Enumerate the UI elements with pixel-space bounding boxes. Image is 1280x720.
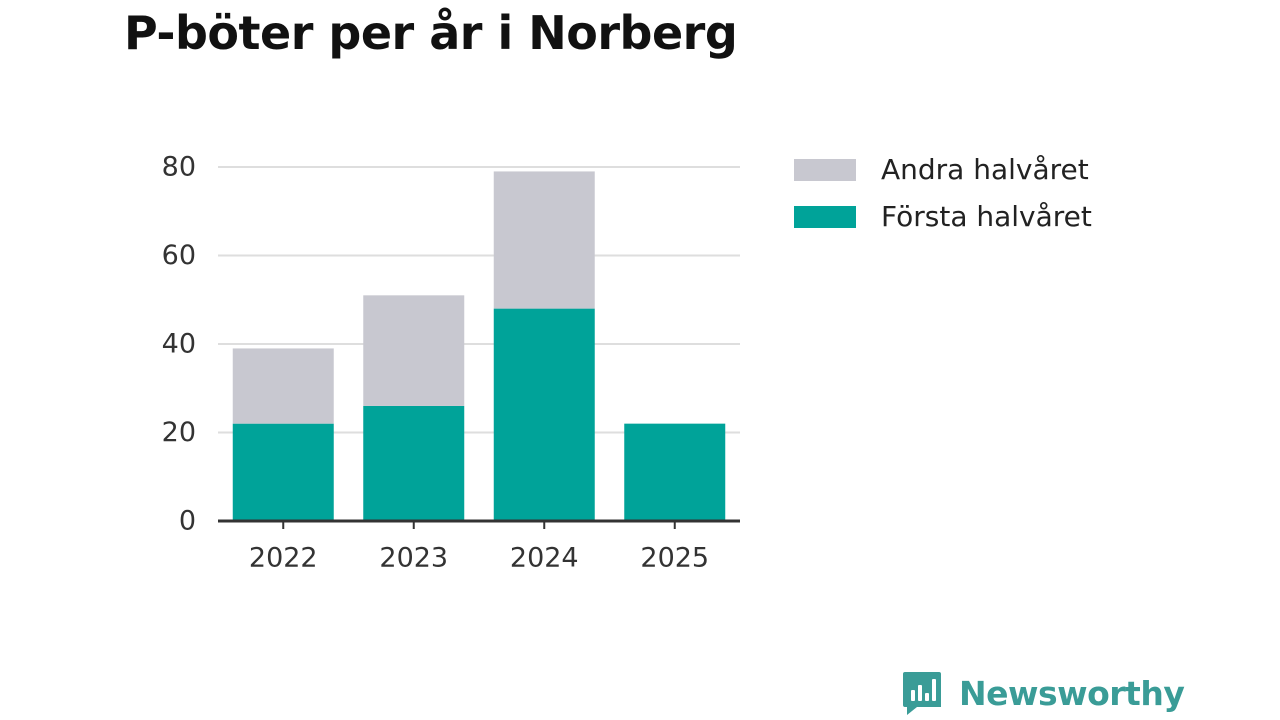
bar-2022-forsta [232, 423, 334, 521]
y-tick-label-80: 80 [162, 152, 196, 183]
brand-logo: Newsworthy [902, 670, 1185, 716]
y-tick-label-0: 0 [179, 506, 196, 537]
bar-2024-andra [493, 171, 595, 309]
legend-label-forsta: Första halvåret [881, 200, 1092, 233]
brand-name: Newsworthy [959, 673, 1185, 713]
legend-item-andra: Andra halvåret [794, 146, 1092, 193]
chart-title: P-böter per år i Norberg [124, 6, 738, 60]
legend-swatch-forsta [794, 205, 856, 228]
bar-2024-forsta [493, 308, 595, 521]
chart-bubble-icon [903, 672, 941, 715]
legend-item-forsta: Första halvåret [794, 193, 1092, 240]
bar-2022-andra [232, 348, 334, 424]
legend-label-andra: Andra halvåret [881, 153, 1089, 186]
y-tick-label-20: 20 [162, 417, 196, 448]
x-tick-label-2022: 2022 [249, 543, 318, 574]
bar-2025-forsta [624, 423, 726, 521]
bar-2023-forsta [363, 405, 465, 521]
x-tick-label-2024: 2024 [510, 543, 579, 574]
legend-swatch-andra [794, 158, 856, 181]
x-tick-label-2025: 2025 [640, 543, 709, 574]
y-tick-label-60: 60 [162, 240, 196, 271]
bar-2023-andra [363, 295, 465, 406]
y-tick-label-40: 40 [162, 329, 196, 360]
x-tick-label-2023: 2023 [379, 543, 448, 574]
legend: Andra halvåret Första halvåret [794, 146, 1092, 240]
